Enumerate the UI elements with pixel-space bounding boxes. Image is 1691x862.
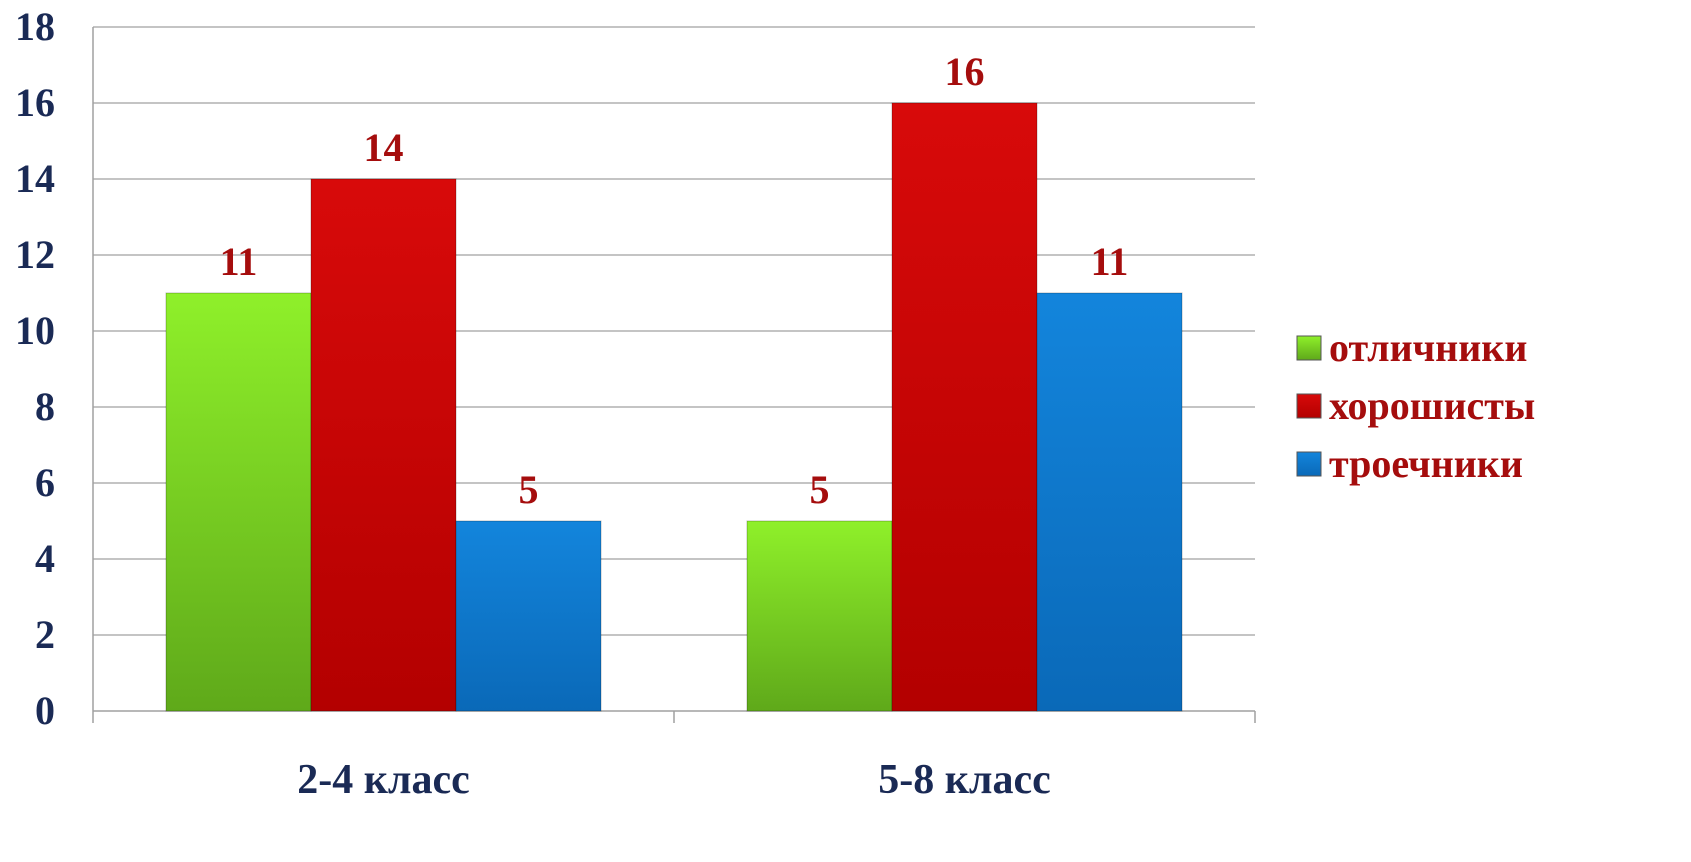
data-label: 5 bbox=[519, 467, 539, 512]
y-tick-label: 6 bbox=[35, 460, 55, 505]
data-label: 16 bbox=[945, 49, 985, 94]
data-labels: 11 14 5 5 16 11 bbox=[220, 49, 1129, 512]
y-tick-label: 8 bbox=[35, 384, 55, 429]
legend: отличники хорошисты троечники bbox=[1296, 325, 1535, 486]
y-tick-label: 2 bbox=[35, 612, 55, 657]
bar-отличники-1 bbox=[746, 520, 893, 712]
data-label: 11 bbox=[220, 239, 258, 284]
legend-label: отличники bbox=[1329, 325, 1527, 370]
legend-label: троечники bbox=[1329, 441, 1523, 486]
bar-троечники-0 bbox=[455, 520, 602, 712]
bars bbox=[165, 102, 1183, 712]
y-tick-label: 18 bbox=[15, 4, 55, 49]
y-tick-label: 0 bbox=[35, 688, 55, 733]
legend-swatch bbox=[1296, 393, 1322, 419]
data-label: 5 bbox=[810, 467, 830, 512]
y-tick-label: 12 bbox=[15, 232, 55, 277]
y-tick-label: 4 bbox=[35, 536, 55, 581]
bar-хорошисты-0 bbox=[310, 178, 457, 712]
x-category-label: 5-8 класс bbox=[878, 757, 1051, 803]
legend-label: хорошисты bbox=[1329, 383, 1535, 428]
legend-swatch bbox=[1296, 451, 1322, 477]
bar-отличники-0 bbox=[165, 292, 312, 712]
axes: 0 2 4 6 8 10 12 14 16 18 2-4 класс 5-8 класс bbox=[15, 4, 1256, 803]
bar-хорошисты-1 bbox=[891, 102, 1038, 712]
legend-swatch bbox=[1296, 335, 1322, 361]
data-label: 11 bbox=[1091, 239, 1129, 284]
x-category-label: 2-4 класс bbox=[297, 757, 470, 803]
bar-троечники-1 bbox=[1036, 292, 1183, 712]
data-label: 14 bbox=[364, 125, 404, 170]
y-tick-label: 16 bbox=[15, 80, 55, 125]
y-tick-label: 10 bbox=[15, 308, 55, 353]
y-tick-label: 14 bbox=[15, 156, 55, 201]
